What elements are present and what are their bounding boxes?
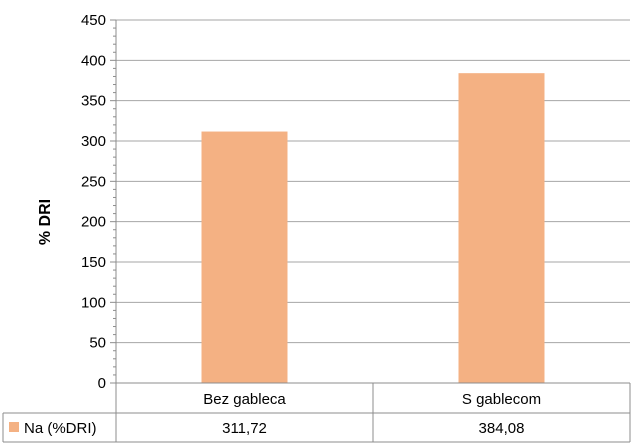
y-tick-label: 300 — [81, 133, 106, 150]
category-label: S gablecom — [462, 391, 541, 408]
legend-swatch — [9, 422, 19, 432]
bar — [458, 73, 545, 383]
y-axis-label: % DRI — [37, 199, 54, 245]
bar — [201, 131, 288, 383]
y-tick-label: 200 — [81, 214, 106, 231]
data-table-value: 384,08 — [479, 420, 525, 437]
y-tick-label: 50 — [89, 335, 106, 352]
data-table: Bez gableca S gablecom Na (%DRI) 311,72 384,… — [2, 382, 631, 443]
y-tick-label: 400 — [81, 52, 106, 69]
gridlines — [116, 19, 630, 344]
y-tick-label: 150 — [81, 254, 106, 271]
bars — [201, 73, 545, 383]
category-label: Bez gableca — [203, 391, 286, 408]
y-axis-ticks: 0 50 100 150 200 250 300 350 400 450 — [81, 12, 117, 442]
y-tick-label: 0 — [98, 375, 106, 392]
y-tick-label: 250 — [81, 173, 106, 190]
y-tick-label: 100 — [81, 294, 106, 311]
y-tick-label: 450 — [81, 12, 106, 29]
series-name: Na (%DRI) — [24, 420, 97, 437]
data-table-value: 311,72 — [222, 420, 267, 437]
y-tick-label: 350 — [81, 93, 106, 110]
